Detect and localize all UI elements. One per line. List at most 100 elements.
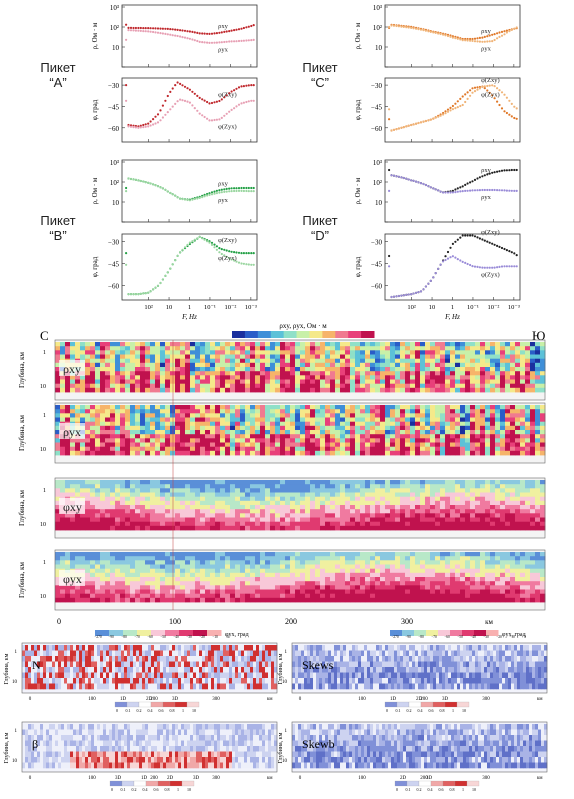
section-cell bbox=[90, 521, 96, 527]
section-cell bbox=[400, 513, 406, 518]
section-cell bbox=[300, 513, 306, 518]
section-cell bbox=[420, 350, 426, 355]
section-cell bbox=[280, 513, 286, 518]
section-cell bbox=[295, 379, 301, 385]
series-label-phi-yx: φ(Zyx) bbox=[481, 271, 500, 278]
section-cell bbox=[375, 525, 381, 531]
section-cell bbox=[445, 480, 451, 485]
section-cell bbox=[180, 409, 186, 414]
section-cell bbox=[65, 350, 71, 355]
data-point-phi-yx bbox=[191, 104, 194, 107]
section-cell bbox=[200, 434, 206, 439]
section-cell bbox=[120, 430, 126, 435]
section-cell bbox=[220, 375, 226, 380]
section-cell bbox=[250, 387, 256, 393]
section-cell bbox=[245, 434, 251, 439]
data-point-phi-yx bbox=[230, 258, 233, 261]
data-point-phi-xy bbox=[250, 84, 253, 87]
section-cell bbox=[90, 383, 96, 389]
section-cell bbox=[175, 581, 181, 586]
section-cell bbox=[160, 500, 166, 506]
section-cell bbox=[245, 379, 251, 385]
colorbar-swatch bbox=[322, 331, 336, 338]
section-cell bbox=[140, 438, 146, 443]
section-cell bbox=[360, 425, 366, 431]
section-cell bbox=[85, 379, 91, 385]
section-cell bbox=[90, 413, 96, 418]
data-point-rho-yx bbox=[188, 199, 191, 202]
section-cell bbox=[375, 484, 381, 489]
section-cell bbox=[60, 350, 66, 355]
section-cell bbox=[445, 417, 451, 423]
data-point-rho-xy bbox=[486, 35, 489, 38]
section-cell bbox=[195, 387, 201, 393]
section-cell bbox=[480, 505, 486, 510]
section-cell bbox=[150, 585, 156, 590]
section-cell bbox=[480, 371, 486, 376]
section-cell bbox=[250, 438, 256, 443]
section-cell bbox=[260, 346, 266, 351]
section-cell bbox=[200, 492, 206, 498]
section-cell bbox=[120, 450, 126, 456]
section-cell bbox=[265, 442, 271, 448]
data-point-phi-yx bbox=[134, 293, 137, 296]
data-point-rho-yx bbox=[169, 33, 172, 36]
section-cell bbox=[350, 342, 356, 347]
section-cell bbox=[85, 450, 91, 456]
section-cell bbox=[405, 521, 411, 527]
section-cell bbox=[65, 597, 71, 603]
section-cell bbox=[265, 405, 271, 410]
section-cell bbox=[425, 362, 431, 368]
section-cell bbox=[195, 450, 201, 456]
section-cell bbox=[85, 564, 91, 570]
section-cell bbox=[85, 371, 91, 376]
data-point-rho-xy bbox=[493, 171, 496, 174]
section-cell bbox=[220, 484, 226, 489]
section-cell bbox=[540, 383, 546, 389]
section-cell bbox=[355, 342, 361, 347]
section-cell bbox=[150, 505, 156, 510]
section-cell bbox=[450, 517, 456, 523]
section-cell bbox=[195, 597, 201, 603]
data-point-rho-yx bbox=[225, 40, 228, 43]
section-cell bbox=[185, 405, 191, 410]
section-cell bbox=[240, 417, 246, 423]
section-cell bbox=[350, 346, 356, 351]
data-point-phi-xy bbox=[449, 246, 452, 249]
section-cell bbox=[110, 480, 116, 485]
section-cell bbox=[100, 572, 106, 578]
section-cell bbox=[490, 521, 496, 527]
section-cell bbox=[245, 488, 251, 493]
section-cell bbox=[425, 484, 431, 489]
data-point-rho-yx bbox=[473, 189, 477, 192]
section-cell bbox=[425, 434, 431, 439]
data-point-rho-yx bbox=[481, 188, 484, 192]
section-cell bbox=[440, 438, 446, 443]
section-cell bbox=[460, 505, 466, 510]
section-cell bbox=[480, 387, 486, 393]
section-cell bbox=[60, 517, 66, 523]
section-cell bbox=[460, 362, 466, 368]
section-cell bbox=[505, 346, 511, 351]
section-cell bbox=[170, 421, 176, 427]
section-cell bbox=[525, 358, 531, 364]
section-cell bbox=[215, 354, 221, 360]
section-cell bbox=[95, 421, 101, 427]
section-cell bbox=[305, 383, 311, 389]
section-cell bbox=[145, 556, 151, 561]
section-cell bbox=[410, 387, 416, 393]
section-cell bbox=[540, 513, 546, 518]
section-cell bbox=[275, 496, 281, 502]
data-point-phi-xy bbox=[510, 115, 513, 118]
phi-tick-label: −60 bbox=[371, 125, 382, 133]
section-cell bbox=[175, 568, 181, 574]
section-cell bbox=[75, 517, 81, 523]
section-cell bbox=[530, 383, 536, 389]
section-cell bbox=[400, 496, 406, 502]
data-point-phi-yx bbox=[388, 265, 391, 268]
section-cell bbox=[400, 421, 406, 427]
data-point-phi-yx bbox=[410, 293, 413, 296]
section-cell bbox=[375, 379, 381, 385]
section-cell bbox=[435, 350, 441, 355]
section-cell bbox=[460, 446, 466, 452]
